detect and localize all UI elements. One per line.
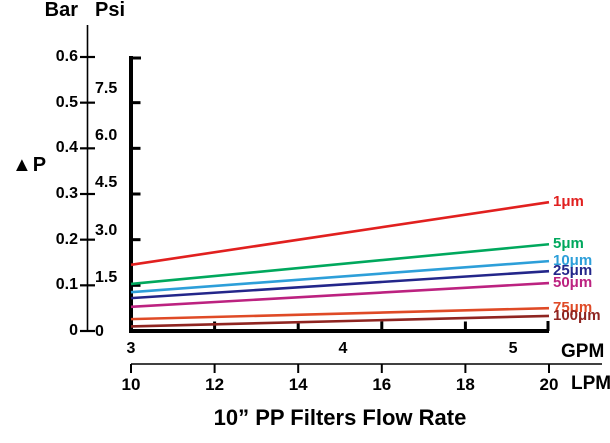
psi-tick-label: 0 [95, 323, 104, 340]
series-label-5μm: 5μm [553, 235, 584, 253]
series-label-75μm: 75μm [553, 299, 593, 317]
bar-tick-label: 0.5 [55, 93, 78, 111]
lpm-tick-label: 10 [121, 375, 141, 394]
bar-tick-label: 0 [69, 322, 78, 339]
series-line-25μm [130, 269, 550, 300]
series-line-75μm [130, 306, 550, 321]
psi-tick-label: 6.0 [95, 127, 118, 145]
series-label-1μm: 1μm [553, 193, 584, 211]
gpm-unit-label: GPM [561, 341, 605, 362]
psi-axis-title: Psi [95, 0, 126, 21]
bar-tick-label: 0.3 [55, 185, 78, 202]
psi-tick-label: 3.0 [95, 221, 118, 239]
lpm-tick-label: 12 [205, 375, 225, 394]
lpm-tick-label: 14 [288, 375, 308, 394]
bar-axis-title: Bar [44, 0, 78, 21]
lpm-tick-label: 20 [539, 375, 559, 394]
series-line-10μm [130, 259, 550, 294]
lpm-tick-label: 16 [372, 375, 392, 394]
lpm-tick-label: 18 [455, 375, 475, 394]
delta-p-axis-label: ▲P [12, 154, 48, 176]
gpm-tick-label: 4 [338, 340, 348, 357]
bar-tick-label: 0.2 [55, 230, 78, 248]
series-label-25μm: 25μm [553, 262, 593, 280]
psi-tick-label: 4.5 [95, 174, 118, 192]
psi-tick-label: 7.5 [95, 79, 118, 97]
series-line-1μm [130, 200, 550, 267]
series-line-50μm [130, 281, 550, 309]
bar-tick-label: 0.4 [55, 139, 78, 157]
chart-title: 10” PP Filters Flow Rate [213, 405, 467, 430]
gpm-tick-label: 3 [126, 340, 136, 357]
psi-tick-label: 1.5 [95, 268, 118, 286]
lpm-unit-label: LPM [571, 373, 610, 394]
series-label-100μm: 100μm [553, 306, 601, 324]
bar-tick-label: 0.1 [55, 276, 78, 294]
gpm-tick-label: 5 [508, 340, 518, 357]
series-label-10μm: 10μm [553, 252, 593, 270]
series-label-50μm: 50μm [553, 274, 593, 292]
series-line-100μm [130, 314, 550, 328]
bar-tick-label: 0.6 [55, 48, 78, 65]
series-line-5μm [130, 242, 550, 286]
